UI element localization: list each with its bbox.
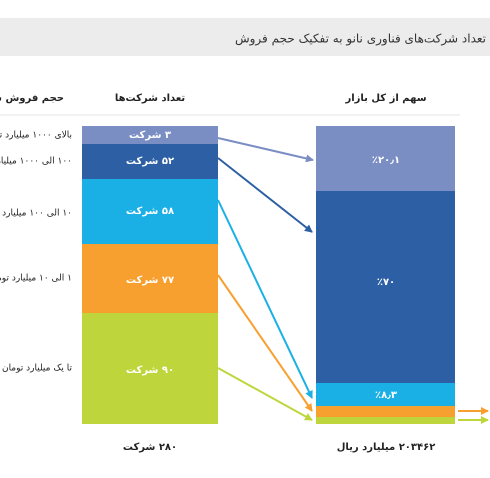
share-label: ٪۷۰ — [377, 277, 395, 288]
total: ۲۰۳۴۶۲ میلیارد ریال — [337, 442, 436, 453]
segment — [316, 417, 455, 424]
segment — [316, 126, 455, 191]
arrows — [217, 137, 489, 424]
column-header: حجم فروش شرکت‌ها — [0, 93, 64, 104]
column-header: سهم از کل بازار — [344, 93, 426, 104]
segment — [82, 179, 218, 244]
count-label: ۷۷ شرکت — [126, 275, 174, 286]
title: تعداد شرکت‌های فناوری نانو به تفکیک حجم … — [235, 32, 486, 47]
segment — [316, 383, 455, 406]
count-label: ۵۸ شرکت — [126, 206, 174, 217]
row-label: تا یک میلیارد تومان — [2, 364, 73, 374]
count-label: ۵۲ شرکت — [126, 156, 174, 167]
segment — [316, 191, 455, 383]
total: ۲۸۰ شرکت — [123, 442, 177, 453]
row-label: ۱ الی ۱۰ میلیارد تومان — [0, 274, 72, 284]
segment — [82, 313, 218, 424]
segment — [316, 406, 455, 417]
segment — [82, 244, 218, 313]
column-header: تعداد شرکت‌ها — [115, 93, 186, 104]
share-label: ٪۸٫۳ — [375, 390, 397, 401]
row-label: ۱۰ الی ۱۰۰ میلیارد تومان — [0, 209, 72, 219]
header-band — [0, 18, 490, 56]
share-label: ٪۲۰٫۱ — [372, 155, 400, 166]
row-label: ۱۰۰ الی ۱۰۰۰ میلیارد تومان — [0, 157, 72, 167]
segment — [82, 126, 218, 144]
segment — [82, 144, 218, 179]
count-label: ۹۰ شرکت — [126, 365, 174, 376]
row-label: بالای ۱۰۰۰ میلیارد تومان — [0, 131, 72, 141]
count-label: ۳ شرکت — [129, 130, 171, 141]
